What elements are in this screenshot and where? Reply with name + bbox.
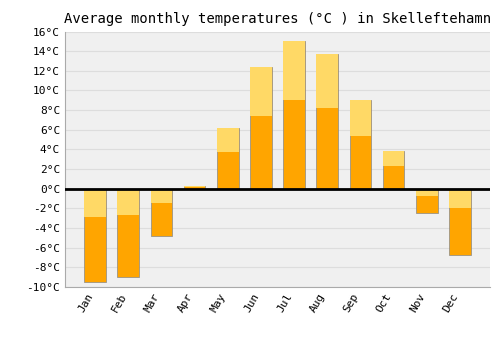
Bar	[184, 186, 206, 187]
Bar	[84, 189, 106, 282]
Bar	[118, 189, 139, 277]
Bar	[383, 152, 404, 166]
Bar	[416, 189, 438, 196]
Bar	[316, 54, 338, 189]
Bar	[250, 67, 272, 116]
Bar	[217, 128, 238, 189]
Bar	[84, 189, 106, 217]
Bar	[217, 128, 238, 152]
Bar	[284, 41, 305, 100]
Bar	[118, 189, 139, 215]
Bar	[449, 189, 470, 254]
Bar	[350, 100, 371, 189]
Bar	[250, 67, 272, 189]
Bar	[449, 189, 470, 209]
Bar	[150, 189, 172, 236]
Bar	[316, 54, 338, 108]
Bar	[284, 41, 305, 189]
Bar	[184, 186, 206, 189]
Bar	[350, 100, 371, 136]
Bar	[383, 152, 404, 189]
Title: Average monthly temperatures (°C ) in Skelleftehamn: Average monthly temperatures (°C ) in Sk…	[64, 12, 491, 26]
Bar	[416, 189, 438, 213]
Bar	[150, 189, 172, 203]
